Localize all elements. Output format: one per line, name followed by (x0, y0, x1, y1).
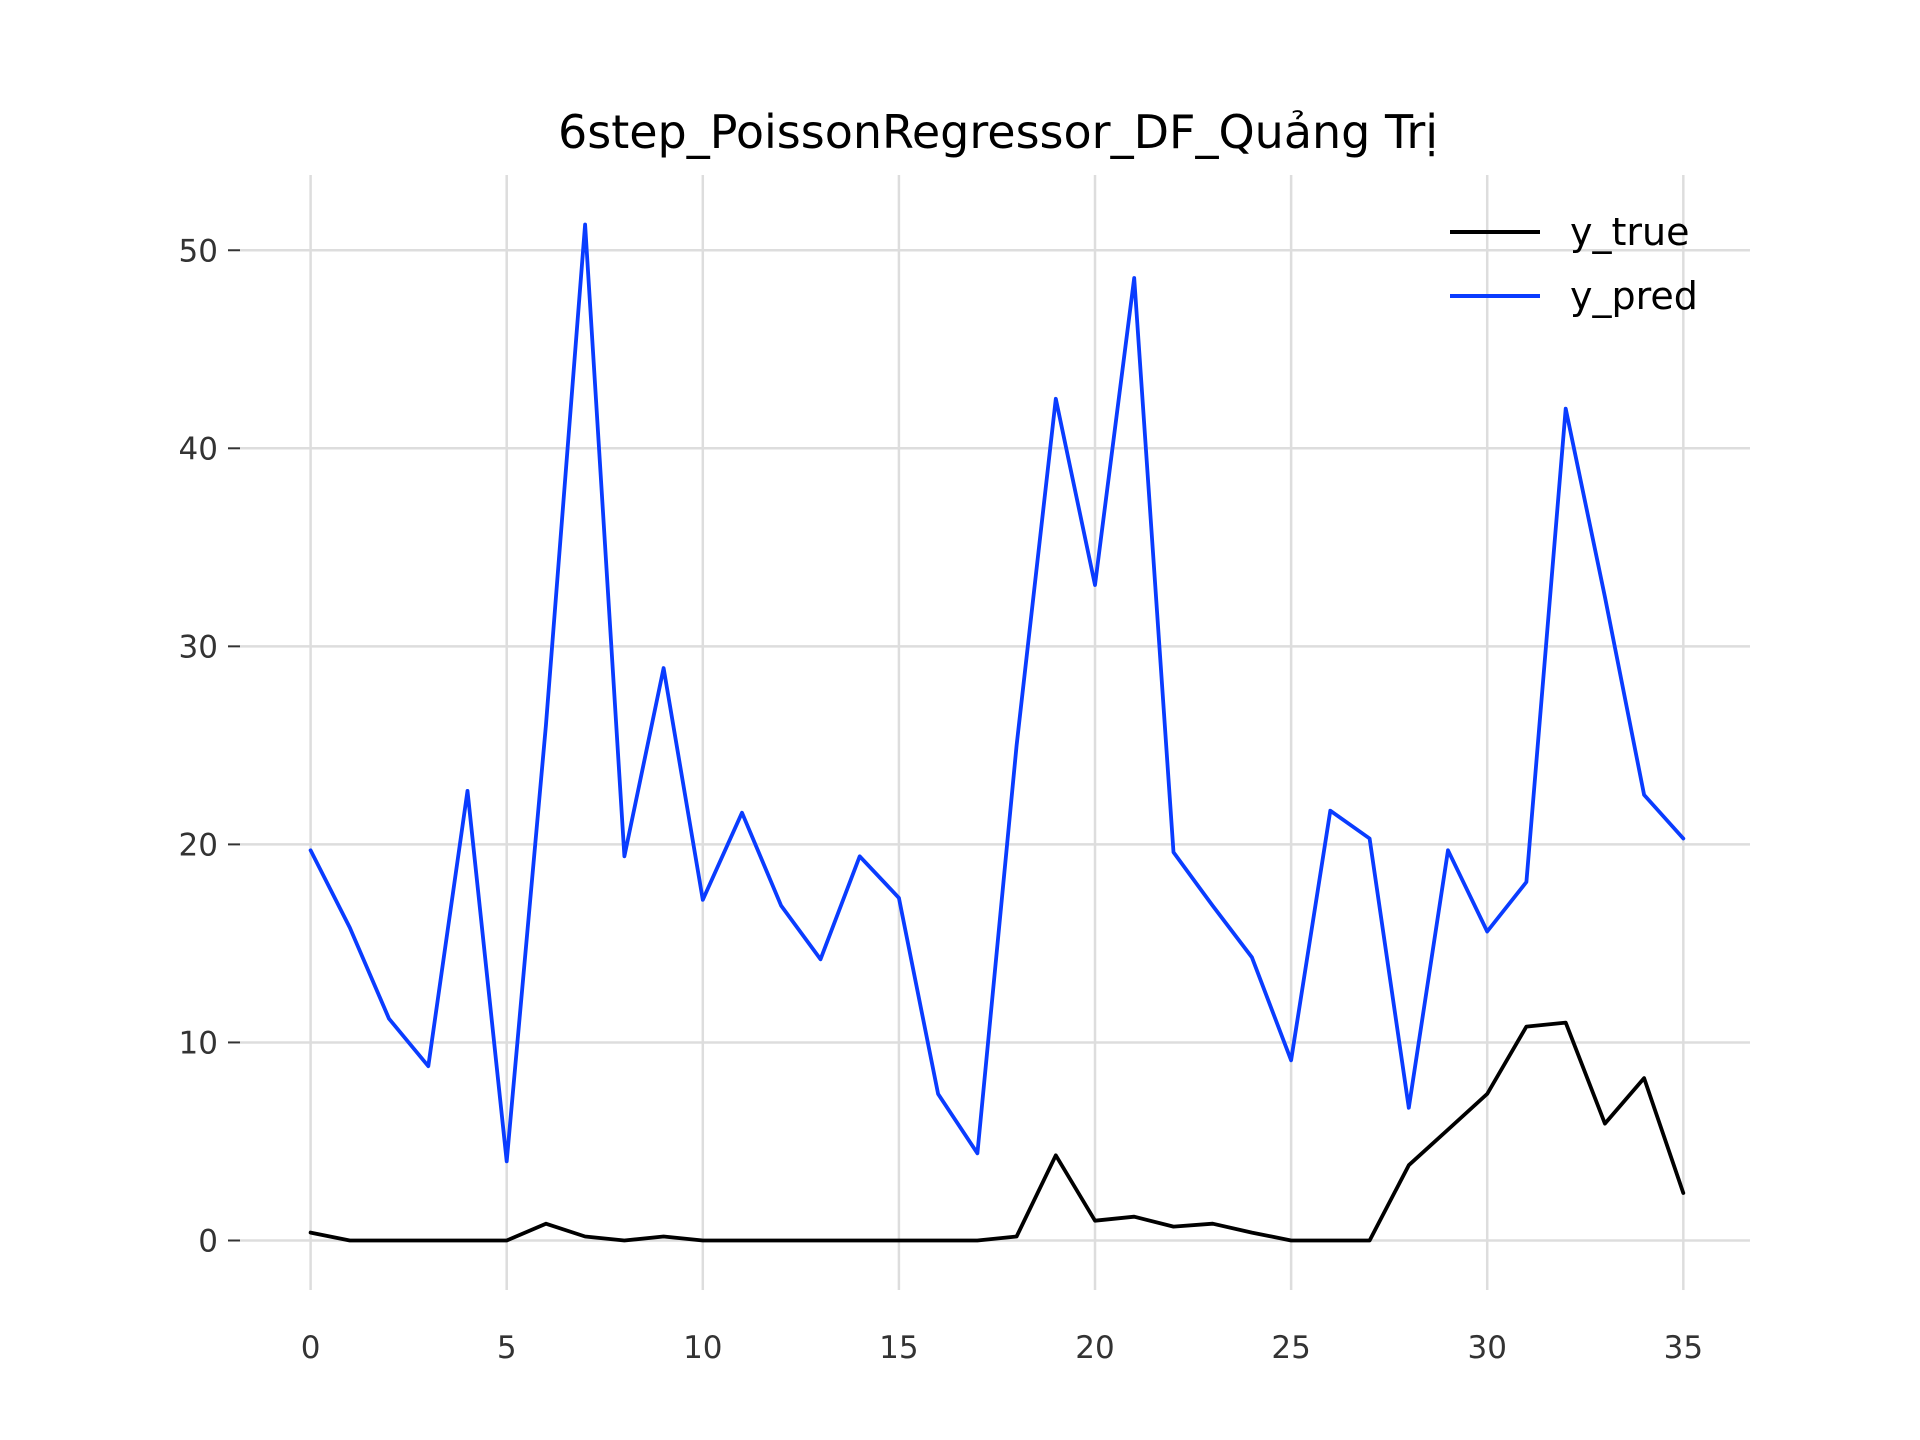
x-tick-label: 35 (1664, 1330, 1703, 1366)
chart-title: 6step_PoissonRegressor_DF_Quảng Trị (558, 105, 1438, 159)
x-tick-label: 0 (301, 1330, 321, 1366)
y-tick-label: 20 (179, 827, 218, 863)
y-tick-label: 30 (179, 629, 218, 665)
y-tick-label: 50 (179, 233, 218, 269)
series-line-y-true (308, 1020, 1686, 1243)
y-tick-label: 40 (179, 431, 218, 467)
x-tick-label: 5 (497, 1330, 517, 1366)
plot-series (308, 222, 1686, 1243)
y-tick-label: 0 (198, 1223, 218, 1259)
x-tick-label: 15 (879, 1330, 918, 1366)
x-tick-label: 10 (683, 1330, 722, 1366)
legend-label-y-true: y_true (1570, 210, 1689, 254)
x-tick-label: 30 (1467, 1330, 1506, 1366)
grid (240, 175, 1750, 1290)
axis-ticks: 0 5 10 15 20 25 30 35 0 10 20 30 40 50 (179, 233, 1704, 1366)
y-tick-label: 10 (179, 1025, 218, 1061)
legend-label-y-pred: y_pred (1570, 274, 1698, 318)
x-tick-label: 25 (1271, 1330, 1310, 1366)
legend: y_true y_pred (1450, 210, 1698, 318)
series-line-y-pred (308, 222, 1686, 1164)
x-tick-label: 20 (1075, 1330, 1114, 1366)
